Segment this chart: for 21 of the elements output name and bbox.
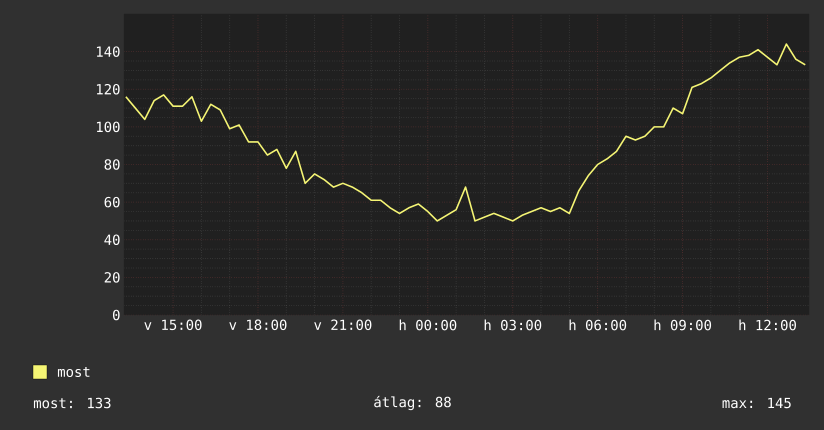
y-tick-label: 60 (104, 196, 120, 208)
y-tick-label: 20 (104, 272, 120, 283)
y-tick-label: 100 (96, 122, 120, 132)
y-tick-label: 140 (96, 46, 120, 57)
y-tick-label: 40 (104, 234, 120, 246)
y-tick-label: 0 (112, 310, 120, 320)
x-tick-label: h 12:00 (739, 320, 796, 330)
x-tick-label: h 06:00 (570, 320, 626, 330)
line-series (125, 43, 806, 222)
x-tick-label: v 15:00 (144, 320, 202, 330)
x-tick-label: v 18:00 (229, 320, 286, 330)
text: átlag: 88 (374, 396, 451, 410)
y-tick-label: 120 (96, 84, 120, 95)
text: max: 145 (722, 398, 791, 408)
y-tick-label: 80 (104, 159, 120, 170)
x-tick-label: h 03:00 (484, 320, 542, 330)
legend-label: most (58, 367, 90, 377)
x-tick-label: h 09:00 (654, 320, 712, 330)
x-tick-label: h 00:00 (400, 320, 456, 330)
text: most: 133 (34, 398, 111, 408)
x-tick-label: v 21:00 (314, 320, 372, 330)
